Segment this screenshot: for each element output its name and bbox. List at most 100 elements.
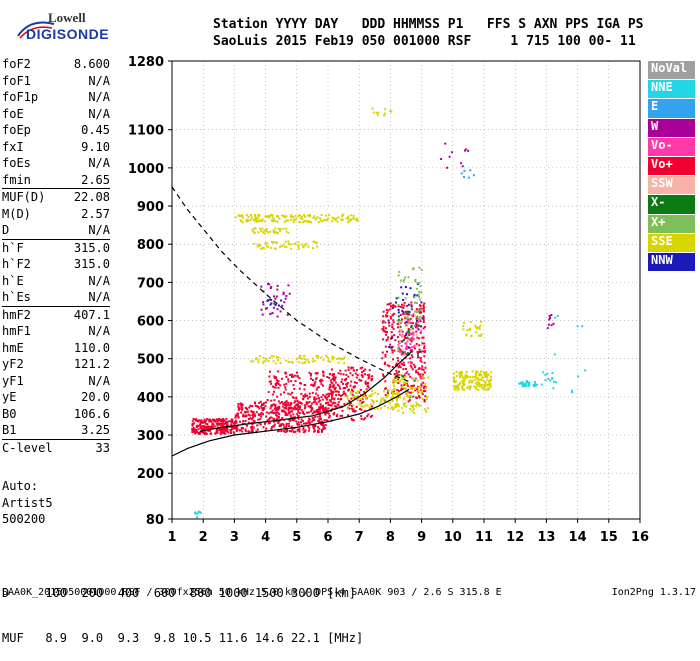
echo-point <box>387 336 390 339</box>
echo-point <box>476 380 479 383</box>
echo-point <box>397 409 400 412</box>
echo-point <box>274 406 277 409</box>
echo-point <box>414 389 417 392</box>
param-row: yF2 121.2 <box>2 356 110 373</box>
echo-point <box>335 390 337 393</box>
echo-point <box>266 419 269 422</box>
echo-point <box>313 398 316 401</box>
legend-item: W <box>648 118 695 137</box>
echo-point <box>399 314 402 316</box>
echo-point <box>298 412 301 415</box>
echo-point <box>197 510 200 513</box>
echo-point <box>322 393 325 396</box>
echo-point <box>469 327 472 330</box>
echo-point <box>395 374 397 377</box>
echo-point <box>475 373 478 376</box>
echo-point <box>347 366 350 369</box>
echo-point <box>332 217 335 220</box>
echo-point <box>285 425 288 428</box>
echo-point <box>419 377 422 380</box>
echo-point <box>408 334 411 336</box>
echo-point <box>252 416 255 419</box>
echo-point <box>403 387 406 390</box>
x-tick-label: 11 <box>475 530 493 545</box>
echo-point <box>391 400 394 402</box>
echo-point <box>245 424 248 427</box>
echo-point <box>364 380 367 383</box>
echo-point <box>353 397 356 400</box>
echo-point <box>245 218 248 221</box>
echo-point <box>275 362 278 365</box>
echo-point <box>257 358 260 361</box>
echo-point <box>263 422 266 425</box>
echo-point <box>409 322 412 325</box>
echo-point <box>290 410 293 413</box>
echo-point <box>418 311 421 314</box>
echo-point <box>233 432 236 435</box>
echo-point <box>463 378 466 381</box>
echo-point <box>235 414 238 417</box>
echo-point <box>342 387 345 390</box>
echo-point <box>258 407 261 410</box>
echo-point <box>533 385 536 388</box>
echo-point <box>369 403 372 406</box>
echo-point <box>420 389 423 392</box>
echo-point <box>424 395 427 398</box>
echo-point <box>285 375 288 378</box>
echo-point <box>231 428 234 431</box>
echo-point <box>396 348 399 351</box>
echo-point <box>401 309 404 312</box>
echo-point <box>404 317 407 320</box>
echo-point <box>271 411 274 414</box>
echo-point <box>386 364 389 367</box>
echo-point <box>384 353 387 356</box>
echo-point <box>464 376 467 379</box>
echo-point <box>458 383 461 386</box>
echo-point <box>401 292 404 295</box>
echo-point <box>385 396 388 399</box>
echo-point <box>384 321 387 324</box>
echo-point <box>419 298 422 301</box>
echo-point <box>405 332 408 335</box>
echo-point <box>317 419 320 422</box>
echo-point <box>216 420 219 422</box>
echo-point <box>418 308 421 311</box>
echo-point <box>281 244 283 247</box>
echo-point <box>291 361 294 364</box>
echo-point <box>293 374 296 377</box>
echo-point <box>279 384 282 387</box>
echo-point <box>242 419 245 422</box>
echo-point <box>345 373 348 376</box>
echo-point <box>201 427 204 430</box>
echo-point <box>317 355 320 358</box>
echo-point <box>329 360 331 363</box>
echo-point <box>328 214 331 217</box>
echo-point <box>240 215 243 218</box>
echo-point <box>248 406 251 409</box>
echo-point <box>367 382 369 384</box>
echo-point <box>325 214 328 217</box>
echo-point <box>384 380 387 383</box>
echo-point <box>209 426 212 429</box>
echo-point <box>225 427 228 430</box>
echo-point <box>298 355 301 358</box>
echo-point <box>272 360 275 363</box>
echo-point <box>300 421 302 424</box>
echo-point <box>352 408 355 411</box>
echo-point <box>331 358 334 361</box>
echo-point <box>364 417 367 420</box>
echo-point <box>260 405 263 408</box>
echo-point <box>406 336 409 339</box>
logo-swoosh-icon <box>17 21 55 39</box>
echo-point <box>468 385 470 388</box>
echo-point <box>388 303 391 306</box>
echo-point <box>474 378 477 381</box>
echo-point <box>420 391 423 394</box>
echo-point <box>423 347 426 350</box>
echo-point <box>287 242 290 245</box>
echo-point <box>385 314 387 317</box>
legend-item: Vo+ <box>648 156 695 176</box>
echo-point <box>285 400 288 403</box>
echo-point <box>291 419 294 421</box>
echo-point <box>395 362 398 365</box>
